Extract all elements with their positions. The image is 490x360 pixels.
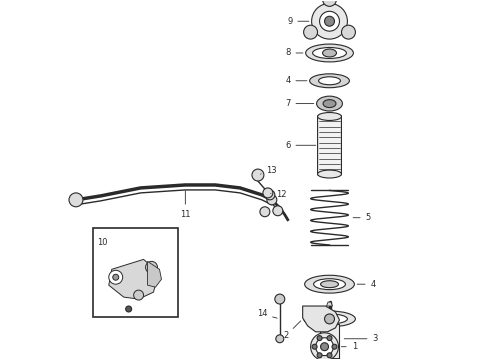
Ellipse shape: [306, 44, 353, 62]
Circle shape: [312, 344, 317, 349]
Circle shape: [312, 3, 347, 39]
Text: 12: 12: [270, 190, 287, 199]
Ellipse shape: [304, 311, 355, 327]
Text: 3: 3: [344, 334, 378, 343]
FancyBboxPatch shape: [318, 116, 342, 175]
Ellipse shape: [317, 96, 343, 111]
Circle shape: [275, 294, 285, 304]
Ellipse shape: [310, 74, 349, 88]
Circle shape: [265, 190, 275, 200]
Circle shape: [319, 11, 340, 31]
Polygon shape: [109, 260, 158, 299]
Text: 10: 10: [97, 238, 107, 247]
Circle shape: [125, 306, 132, 312]
Circle shape: [263, 188, 273, 198]
Circle shape: [311, 333, 339, 360]
Circle shape: [109, 270, 122, 284]
Polygon shape: [326, 302, 333, 306]
Ellipse shape: [318, 170, 342, 178]
Polygon shape: [147, 261, 162, 287]
Circle shape: [317, 336, 322, 341]
Ellipse shape: [320, 281, 339, 288]
Text: 2: 2: [283, 321, 301, 340]
Circle shape: [273, 206, 283, 216]
Circle shape: [342, 25, 355, 39]
Ellipse shape: [323, 100, 336, 108]
Circle shape: [320, 343, 328, 351]
Circle shape: [134, 290, 144, 300]
Text: 11: 11: [180, 191, 191, 219]
Ellipse shape: [305, 275, 354, 293]
Circle shape: [69, 193, 83, 207]
Polygon shape: [312, 359, 347, 360]
Text: 6: 6: [285, 141, 316, 150]
Ellipse shape: [313, 48, 346, 58]
Circle shape: [113, 274, 119, 280]
Circle shape: [322, 0, 337, 6]
Bar: [319, 324, 340, 359]
Text: 9: 9: [287, 17, 309, 26]
Circle shape: [327, 336, 332, 341]
Ellipse shape: [312, 314, 347, 324]
Circle shape: [317, 353, 322, 358]
Text: 1: 1: [341, 342, 357, 351]
Polygon shape: [303, 306, 340, 332]
Circle shape: [327, 353, 332, 358]
Circle shape: [316, 338, 334, 356]
Circle shape: [324, 314, 335, 324]
Ellipse shape: [314, 279, 345, 290]
Ellipse shape: [322, 49, 337, 57]
Ellipse shape: [318, 77, 341, 85]
Circle shape: [252, 169, 264, 181]
Circle shape: [276, 335, 284, 343]
Text: 7: 7: [285, 99, 314, 108]
Ellipse shape: [318, 113, 342, 121]
Circle shape: [267, 195, 277, 205]
Circle shape: [324, 16, 335, 26]
Circle shape: [260, 207, 270, 217]
Circle shape: [332, 344, 337, 349]
Text: 4: 4: [285, 76, 307, 85]
Circle shape: [304, 25, 318, 39]
Bar: [93, 228, 178, 317]
Circle shape: [146, 261, 157, 273]
Text: 8: 8: [285, 49, 303, 58]
Text: 5: 5: [353, 213, 371, 222]
Text: 13: 13: [261, 166, 277, 175]
Text: 14: 14: [257, 310, 277, 319]
Text: 4: 4: [357, 280, 376, 289]
